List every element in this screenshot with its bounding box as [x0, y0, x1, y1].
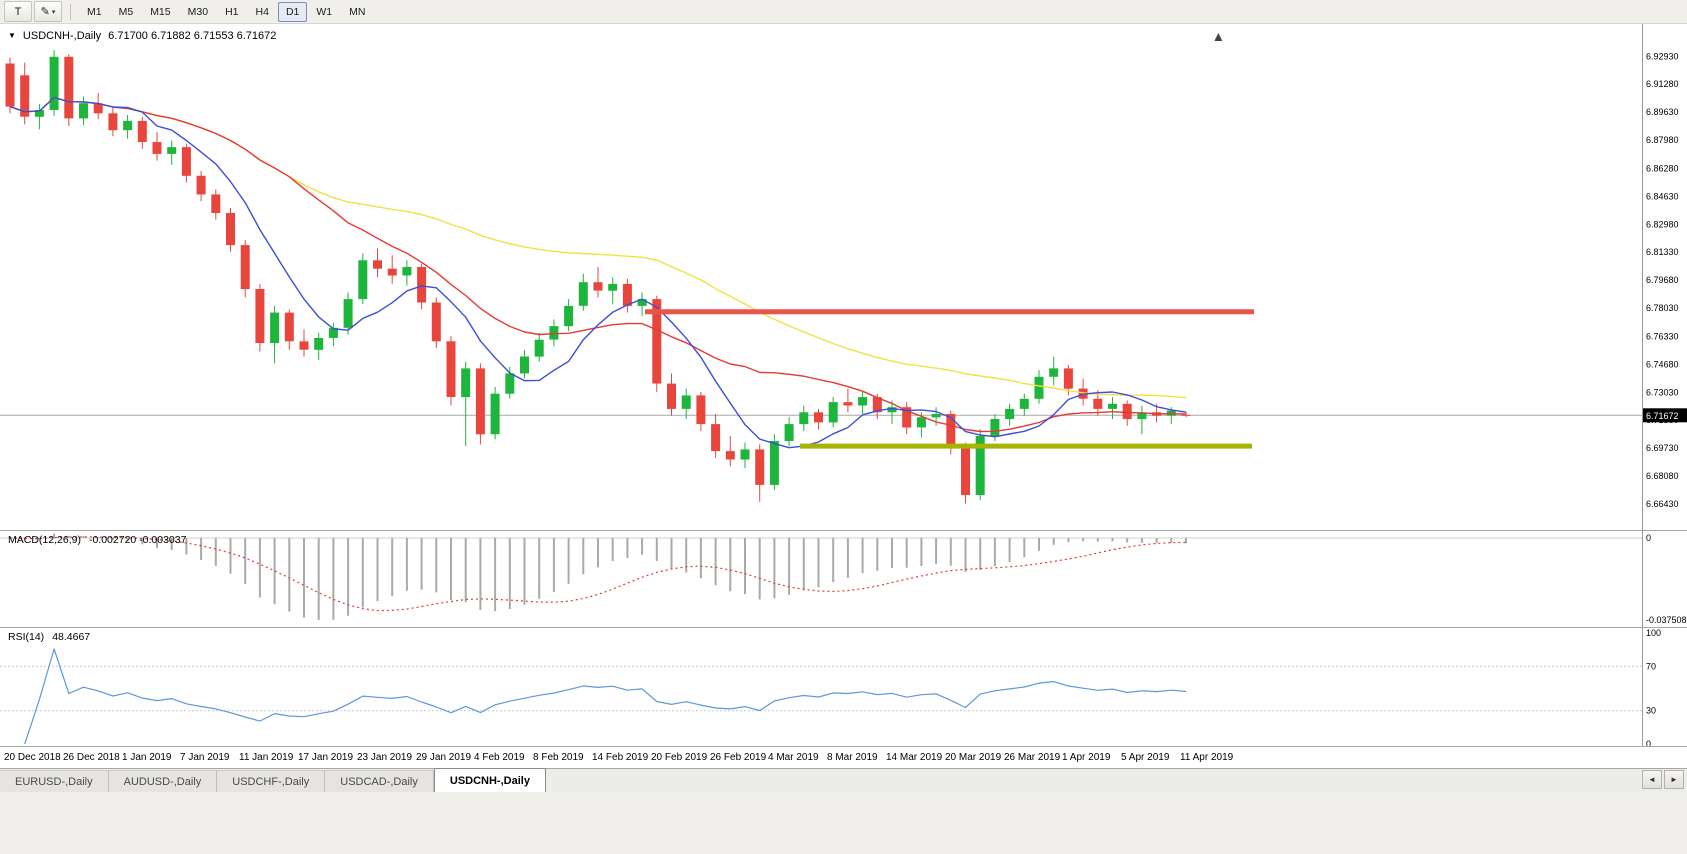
svg-text:11 Jan 2019: 11 Jan 2019 — [239, 752, 294, 763]
timeframe-h4[interactable]: H4 — [255, 5, 269, 18]
svg-text:6.79680: 6.79680 — [1646, 275, 1679, 285]
toolbar: T ✎ ▾ M1 M5 M15 M30 H1 H4 D1 W1 MN — [0, 0, 1687, 24]
tab-audusd-daily[interactable]: AUDUSD-,Daily — [108, 770, 218, 792]
timeframe-w1[interactable]: W1 — [316, 5, 333, 18]
timeframe-m1[interactable]: M1 — [87, 5, 102, 18]
pointer-tool-icon: T — [14, 5, 22, 18]
svg-text:0: 0 — [1646, 533, 1651, 543]
tab-scroll-group: ◄ ► — [1642, 770, 1687, 792]
timeframe-m5[interactable]: M5 — [118, 5, 134, 18]
macd-canvas[interactable]: 0 -0.037508 — [0, 530, 1687, 627]
svg-text:6.87980: 6.87980 — [1646, 135, 1679, 145]
svg-text:29 Jan 2019: 29 Jan 2019 — [416, 752, 471, 763]
macd-label-text: MACD(12,26,9) — [8, 534, 81, 546]
main-chart-canvas[interactable]: 6.92930 6.91280 6.89630 6.87980 6.86280 6.846… — [0, 24, 1687, 530]
pencil-icon: ✎ — [40, 6, 50, 18]
svg-text:6.66430: 6.66430 — [1646, 499, 1679, 509]
pointer-tool-button[interactable]: T — [4, 1, 32, 22]
ohlc-values: 6.71700 6.71882 6.71553 6.71672 — [108, 30, 277, 42]
timeline-canvas[interactable]: 20 Dec 2018 26 Dec 2018 1 Jan 2019 7 Jan 20… — [0, 746, 1687, 768]
svg-text:6.92930: 6.92930 — [1646, 51, 1679, 61]
tab-eurusd-daily[interactable]: EURUSD-,Daily — [0, 770, 109, 792]
timeframe-d1[interactable]: D1 — [277, 1, 308, 22]
svg-text:5 Apr 2019: 5 Apr 2019 — [1121, 752, 1170, 763]
svg-text:8 Feb 2019: 8 Feb 2019 — [533, 752, 584, 763]
svg-text:1 Jan 2019: 1 Jan 2019 — [122, 752, 172, 763]
dropdown-arrow-icon: ▾ — [51, 8, 56, 16]
tool-button-group: T ✎ ▾ — [4, 1, 62, 22]
svg-text:6.68080: 6.68080 — [1646, 471, 1679, 481]
svg-text:6.74680: 6.74680 — [1646, 360, 1679, 370]
svg-text:0: 0 — [1646, 739, 1651, 746]
svg-text:6.84630: 6.84630 — [1646, 191, 1679, 201]
timeframe-mn[interactable]: MN — [349, 5, 366, 18]
svg-text:26 Mar 2019: 26 Mar 2019 — [1004, 752, 1061, 763]
svg-text:11 Apr 2019: 11 Apr 2019 — [1180, 752, 1234, 763]
svg-text:6.73030: 6.73030 — [1646, 387, 1679, 397]
chart-tabs: EURUSD-,Daily AUDUSD-,Daily USDCHF-,Daily U… — [0, 768, 546, 792]
svg-text:6.86280: 6.86280 — [1646, 164, 1679, 174]
svg-text:8 Mar 2019: 8 Mar 2019 — [827, 752, 878, 763]
svg-text:6.81330: 6.81330 — [1646, 247, 1679, 257]
svg-text:20 Mar 2019: 20 Mar 2019 — [945, 752, 1002, 763]
timeframe-h1[interactable]: H1 — [225, 5, 239, 18]
bottom-filler — [0, 792, 1687, 854]
svg-text:6.89630: 6.89630 — [1646, 107, 1679, 117]
svg-text:6.78030: 6.78030 — [1646, 303, 1679, 313]
rsi-indicator-label: RSI(14) 48.4667 — [8, 631, 90, 643]
macd-values: -0.002720 -0.003037 — [88, 534, 187, 546]
svg-text:4 Feb 2019: 4 Feb 2019 — [474, 752, 525, 763]
svg-text:20 Dec 2018: 20 Dec 2018 — [4, 752, 61, 763]
timeframe-m15[interactable]: M15 — [150, 5, 171, 18]
svg-text:6.76330: 6.76330 — [1646, 332, 1679, 342]
svg-text:70: 70 — [1646, 661, 1656, 671]
svg-text:26 Feb 2019: 26 Feb 2019 — [710, 752, 767, 763]
svg-text:-0.037508: -0.037508 — [1646, 615, 1687, 625]
rsi-label-text: RSI(14) — [8, 631, 45, 643]
svg-text:6.71672: 6.71672 — [1646, 411, 1679, 421]
tab-usdcad-daily[interactable]: USDCAD-,Daily — [325, 770, 434, 792]
chart-tab-bar: EURUSD-,Daily AUDUSD-,Daily USDCHF-,Daily U… — [0, 768, 1687, 792]
svg-text:6.82980: 6.82980 — [1646, 219, 1679, 229]
macd-indicator-label: MACD(12,26,9) -0.002720 -0.003037 — [8, 534, 186, 546]
svg-text:4 Mar 2019: 4 Mar 2019 — [768, 752, 819, 763]
chart-title: ▼ USDCNH-,Daily 6.71700 6.71882 6.71553 … — [8, 30, 276, 42]
svg-text:14 Feb 2019: 14 Feb 2019 — [592, 752, 649, 763]
tab-scroll-left-button[interactable]: ◄ — [1642, 770, 1662, 789]
svg-text:7 Jan 2019: 7 Jan 2019 — [180, 752, 230, 763]
timeframe-m30[interactable]: M30 — [187, 5, 209, 18]
svg-text:30: 30 — [1646, 706, 1656, 716]
svg-text:1 Apr 2019: 1 Apr 2019 — [1062, 752, 1111, 763]
svg-text:6.91280: 6.91280 — [1646, 79, 1679, 89]
drawing-tool-button[interactable]: ✎ ▾ — [34, 1, 62, 22]
svg-text:26 Dec 2018: 26 Dec 2018 — [63, 752, 120, 763]
svg-text:100: 100 — [1646, 628, 1661, 638]
tab-usdchf-daily[interactable]: USDCHF-,Daily — [217, 770, 326, 792]
svg-text:6.69730: 6.69730 — [1646, 443, 1679, 453]
collapse-arrow-icon[interactable]: ▼ — [8, 30, 16, 40]
svg-text:14 Mar 2019: 14 Mar 2019 — [886, 752, 943, 763]
timeframe-group: M1 M5 M15 M30 H1 H4 D1 W1 MN — [79, 1, 373, 22]
rsi-canvas[interactable]: 100 70 30 0 — [0, 627, 1687, 746]
svg-text:23 Jan 2019: 23 Jan 2019 — [357, 752, 412, 763]
svg-text:17 Jan 2019: 17 Jan 2019 — [298, 752, 353, 763]
toolbar-separator — [70, 3, 71, 20]
rsi-value: 48.4667 — [52, 631, 91, 643]
symbol-label: USDCNH-,Daily — [22, 30, 102, 42]
svg-text:20 Feb 2019: 20 Feb 2019 — [651, 752, 708, 763]
tab-scroll-right-button[interactable]: ► — [1664, 770, 1684, 789]
tab-usdcnh-daily[interactable]: USDCNH-,Daily — [433, 768, 546, 792]
